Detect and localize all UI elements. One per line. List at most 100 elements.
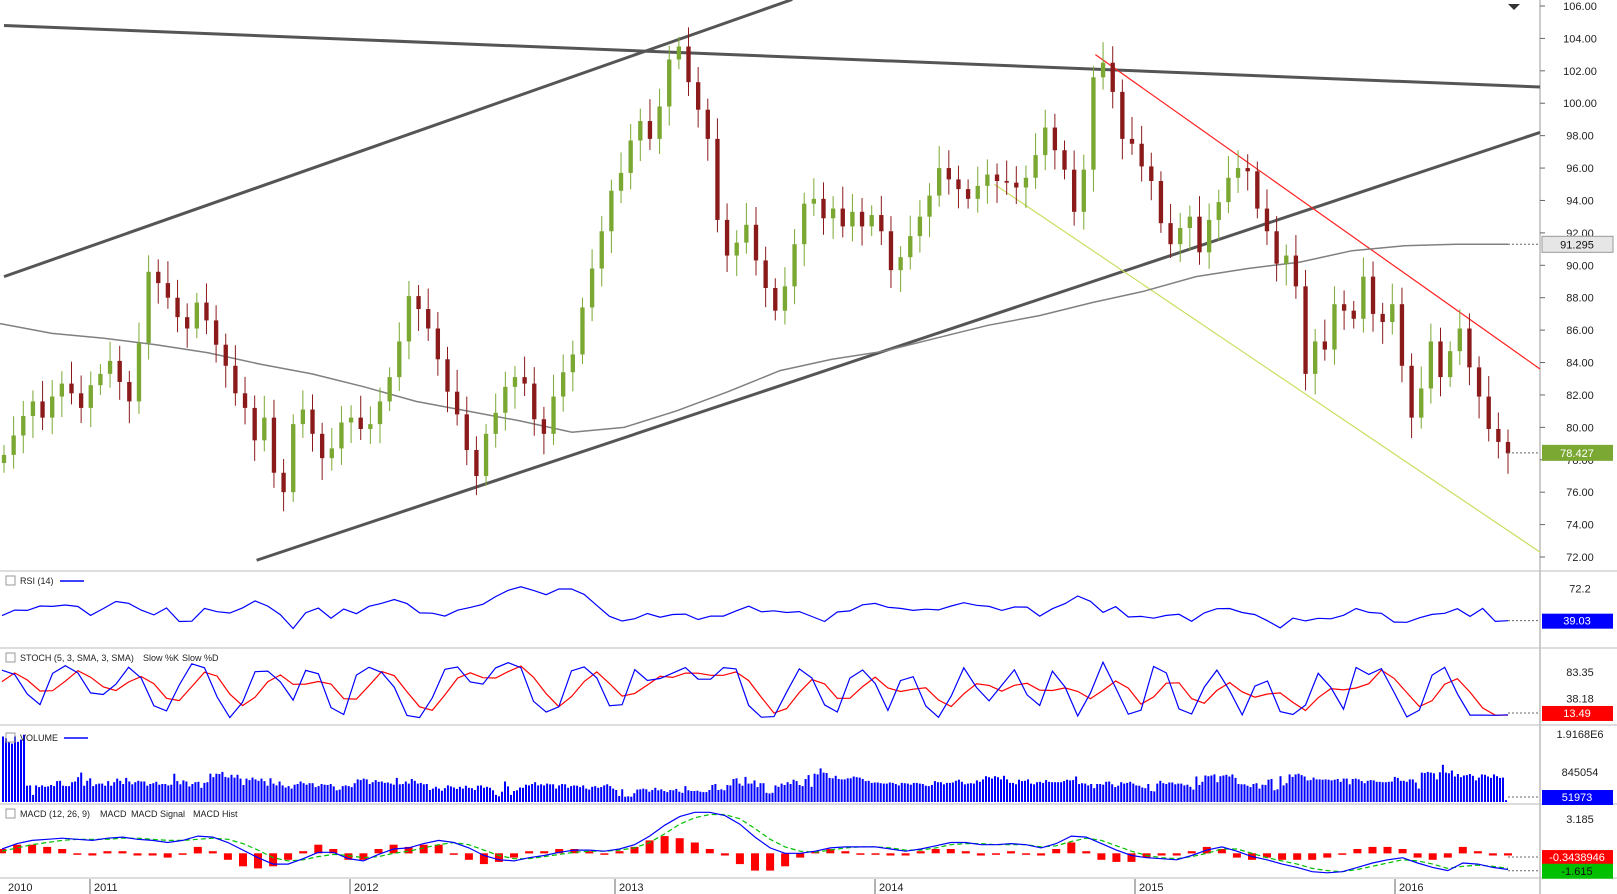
rsi-line: [1, 586, 1509, 630]
candle: [1496, 428, 1501, 442]
volume-bar: [660, 789, 663, 802]
volume-bar: [1105, 781, 1108, 802]
candle: [561, 372, 566, 397]
volume-bar: [966, 783, 969, 802]
volume-bar: [495, 794, 497, 802]
volume-bar: [930, 785, 933, 802]
macd-hist-bar: [1443, 853, 1452, 858]
candle: [541, 419, 547, 434]
volume-bar: [1240, 784, 1243, 802]
volume-bar: [2, 736, 4, 802]
macd-tick-label: 3.185: [1566, 814, 1594, 826]
candle: [927, 195, 932, 217]
volume-bar: [434, 786, 437, 802]
stoch-k-line: [1, 660, 1509, 719]
candle: [11, 435, 16, 455]
volume-bar: [558, 785, 561, 802]
candle: [310, 409, 315, 434]
volume-bar: [1474, 780, 1477, 802]
volume-bar: [38, 787, 41, 802]
volume-bar: [822, 772, 825, 802]
volume-bar: [1306, 780, 1309, 802]
volume-bar: [894, 784, 897, 802]
volume-bar: [1333, 779, 1336, 802]
volume-bar: [498, 796, 500, 802]
volume-bar: [1012, 782, 1014, 802]
candle: [377, 401, 383, 425]
candle: [1043, 127, 1048, 156]
candle: [1129, 138, 1135, 144]
volume-bar: [311, 783, 314, 802]
volume-bar: [1417, 788, 1420, 802]
volume-bar: [1351, 779, 1354, 802]
candle: [898, 257, 903, 271]
candle: [715, 138, 720, 220]
volume-bar: [618, 796, 621, 802]
candle: [917, 216, 923, 237]
candle: [21, 416, 26, 436]
candle: [1226, 177, 1231, 203]
macd-hist-bar: [720, 853, 729, 856]
volume-bar: [1429, 772, 1432, 802]
volume-bar: [1261, 784, 1264, 802]
volume-bar: [1117, 785, 1120, 802]
volume-bar: [1111, 784, 1114, 802]
macd-hist-bar: [585, 851, 594, 854]
chevron-down-icon[interactable]: [1508, 4, 1520, 10]
volume-bar: [726, 785, 729, 802]
macd-hist-bar: [1037, 853, 1046, 856]
candle: [1341, 304, 1347, 311]
volume-bar: [504, 781, 506, 802]
volume-bar: [17, 741, 19, 802]
candle: [204, 302, 209, 321]
volume-bar: [777, 786, 780, 802]
trend-line: [3, 23, 1541, 89]
candle: [464, 414, 469, 451]
volume-bar: [1405, 781, 1408, 802]
candle: [937, 168, 942, 196]
candle: [300, 409, 306, 425]
volume-bar: [1505, 800, 1507, 802]
close-icon: [5, 652, 16, 663]
macd-hist-bar: [284, 853, 293, 860]
y-tick-label: 74.00: [1566, 520, 1594, 532]
candle: [1351, 310, 1356, 319]
candle: [753, 224, 759, 261]
candle: [879, 215, 884, 232]
volume-bar: [404, 781, 407, 802]
volume-bar: [687, 790, 690, 802]
volume-bar: [1225, 774, 1228, 802]
candle: [454, 391, 460, 415]
volume-bar: [1066, 779, 1069, 802]
candle: [1071, 169, 1077, 212]
volume-bar: [1502, 777, 1504, 802]
volume-bar: [1021, 781, 1023, 802]
volume-bar: [137, 780, 140, 802]
stoch-tick-label: 38.18: [1566, 694, 1594, 706]
volume-bar: [119, 780, 122, 802]
stoch-value-badge: [1542, 705, 1613, 721]
candle: [435, 328, 441, 360]
y-tick-label: 84.00: [1566, 358, 1594, 370]
volume-bar: [419, 782, 422, 802]
candle: [522, 377, 527, 384]
volume-bar: [296, 784, 299, 802]
candle: [551, 396, 556, 434]
candle: [78, 393, 84, 408]
y-tick-label: 86.00: [1566, 325, 1594, 337]
volume-bar: [1201, 781, 1204, 802]
volume-bar: [1387, 781, 1390, 802]
volume-bar: [1222, 775, 1225, 802]
volume-bar: [942, 784, 945, 802]
volume-bar: [723, 790, 726, 802]
stoch-legend-d: Slow %D: [182, 653, 219, 663]
volume-bar: [1327, 779, 1330, 802]
volume-bar: [906, 783, 909, 802]
candle: [1380, 313, 1385, 323]
volume-bar: [978, 781, 981, 802]
volume-bar: [786, 782, 789, 802]
volume-bar: [185, 781, 188, 802]
volume-bar: [1189, 786, 1192, 802]
volume-bar: [8, 741, 10, 802]
volume-bar: [1438, 772, 1441, 802]
